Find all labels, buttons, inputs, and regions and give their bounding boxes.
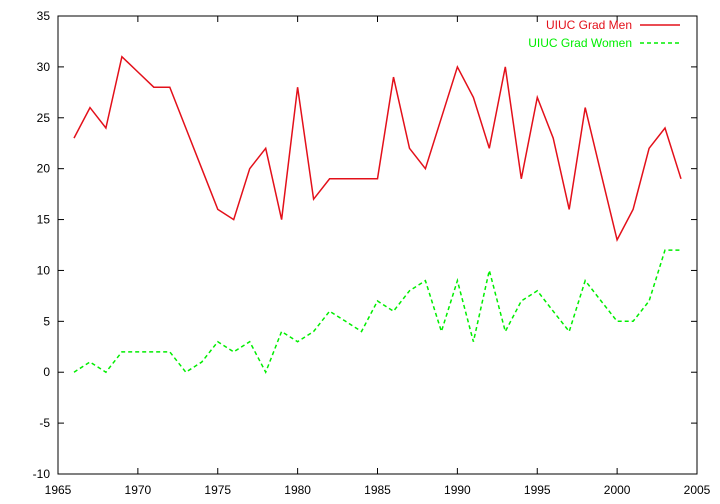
plot-frame — [57, 15, 698, 475]
x-tick-label: 1965 — [45, 483, 72, 497]
y-tick-label: 5 — [43, 314, 50, 328]
legend: UIUC Grad Men UIUC Grad Women — [528, 18, 680, 50]
legend-label-men: UIUC Grad Men — [546, 18, 632, 32]
y-tick-label: 20 — [37, 162, 51, 176]
series-line-men — [73, 55, 682, 243]
y-tick-label: 35 — [37, 9, 51, 23]
y-tick-label: -10 — [33, 467, 51, 481]
x-tick-label: 1975 — [204, 483, 231, 497]
x-tick-label: 1995 — [524, 483, 551, 497]
x-tick-label: 1970 — [125, 483, 152, 497]
series-lines — [73, 55, 682, 375]
x-tick-label: 2000 — [604, 483, 631, 497]
y-tick-label: 25 — [37, 111, 51, 125]
axis-tick-labels: 1965 1970 1975 1980 1985 1990 1995 2000 2005-10-… — [33, 9, 711, 497]
x-tick-label: 2005 — [684, 483, 711, 497]
legend-label-women: UIUC Grad Women — [528, 36, 632, 50]
y-tick-label: 10 — [37, 263, 51, 277]
y-tick-label: 0 — [43, 365, 50, 379]
series-line-women — [73, 249, 681, 375]
y-tick-label: 30 — [37, 60, 51, 74]
axis-ticks — [57, 15, 698, 475]
x-tick-label: 1980 — [284, 483, 311, 497]
y-tick-label: -5 — [39, 416, 50, 430]
y-tick-label: 15 — [37, 213, 51, 227]
x-tick-label: 1990 — [444, 483, 471, 497]
x-tick-label: 1985 — [364, 483, 391, 497]
